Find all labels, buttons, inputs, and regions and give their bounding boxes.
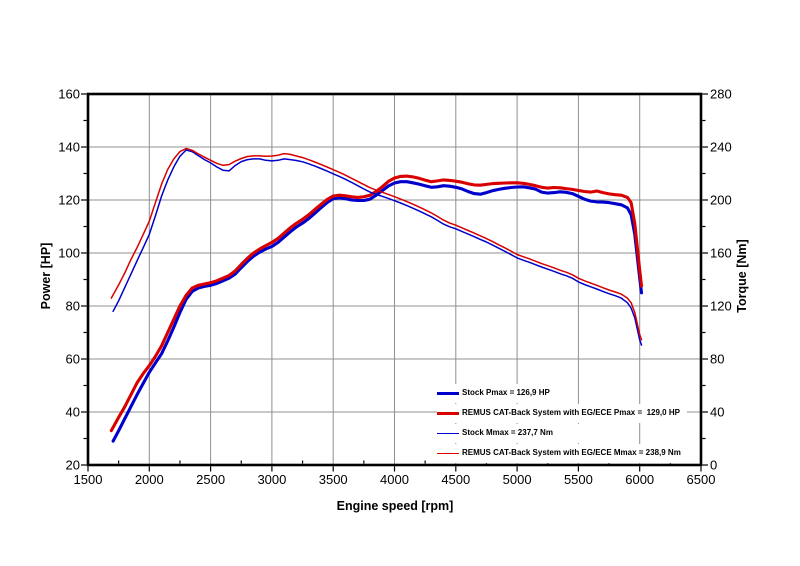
legend-label: REMUS CAT-Back System with EG/ECE Mmax =… (462, 448, 681, 457)
stock-power-line-sample (437, 391, 459, 395)
x-tick-label: 2500 (196, 472, 225, 487)
right-axis-title: Torque [Nm] (735, 239, 749, 313)
y-left-tick-label: 20 (66, 458, 80, 473)
y-left-tick-label: 140 (58, 140, 80, 155)
x-tick-label: 6000 (625, 472, 654, 487)
y-left-tick-label: 100 (58, 246, 80, 261)
y-left-tick-label: 40 (66, 405, 80, 420)
legend-item-remus-torque: REMUS CAT-Back System with EG/ECE Mmax =… (437, 443, 693, 463)
legend-item-remus-power: REMUS CAT-Back System with EG/ECE Pmax =… (437, 403, 687, 423)
remus-power-line-sample (437, 411, 459, 415)
y-left-tick-label: 60 (66, 352, 80, 367)
x-tick-label: 5500 (564, 472, 593, 487)
legend-item-stock-power: Stock Pmax = 126,9 HP (437, 383, 565, 403)
y-right-tick-label: 120 (710, 299, 732, 314)
legend-label: REMUS CAT-Back System with EG/ECE Pmax =… (462, 408, 680, 417)
y-right-tick-label: 200 (710, 193, 732, 208)
y-right-tick-label: 160 (710, 246, 732, 261)
x-tick-label: 2000 (135, 472, 164, 487)
y-right-tick-label: 40 (710, 405, 724, 420)
y-right-tick-label: 0 (710, 458, 717, 473)
y-right-tick-label: 80 (710, 352, 724, 367)
y-right-tick-label: 240 (710, 140, 732, 155)
legend-item-stock-torque: Stock Mmax = 237,7 Nm (437, 423, 593, 443)
series-curve (110, 147, 643, 341)
series-curve (109, 174, 644, 433)
x-tick-label: 5000 (503, 472, 532, 487)
x-axis-title: Engine speed [rpm] (336, 499, 454, 513)
series-curve (112, 149, 643, 346)
legend-label: Stock Mmax = 237,7 Nm (462, 428, 553, 437)
legend-label: Stock Pmax = 126,9 HP (462, 388, 550, 397)
x-tick-label: 4000 (380, 472, 409, 487)
y-left-tick-label: 80 (66, 299, 80, 314)
y-left-tick-label: 160 (58, 87, 80, 102)
y-right-tick-label: 280 (710, 87, 732, 102)
x-tick-label: 4500 (441, 472, 470, 487)
stock-torque-line-sample (437, 432, 459, 434)
x-tick-label: 1500 (74, 472, 103, 487)
x-tick-label: 3500 (319, 472, 348, 487)
plot-frame (86, 92, 703, 467)
left-axis-title: Power [HP] (39, 242, 53, 310)
series-curve (111, 180, 644, 443)
x-tick-label: 3000 (257, 472, 286, 487)
remus-torque-line-sample (437, 452, 459, 454)
y-left-tick-label: 120 (58, 193, 80, 208)
x-tick-label: 6500 (687, 472, 716, 487)
